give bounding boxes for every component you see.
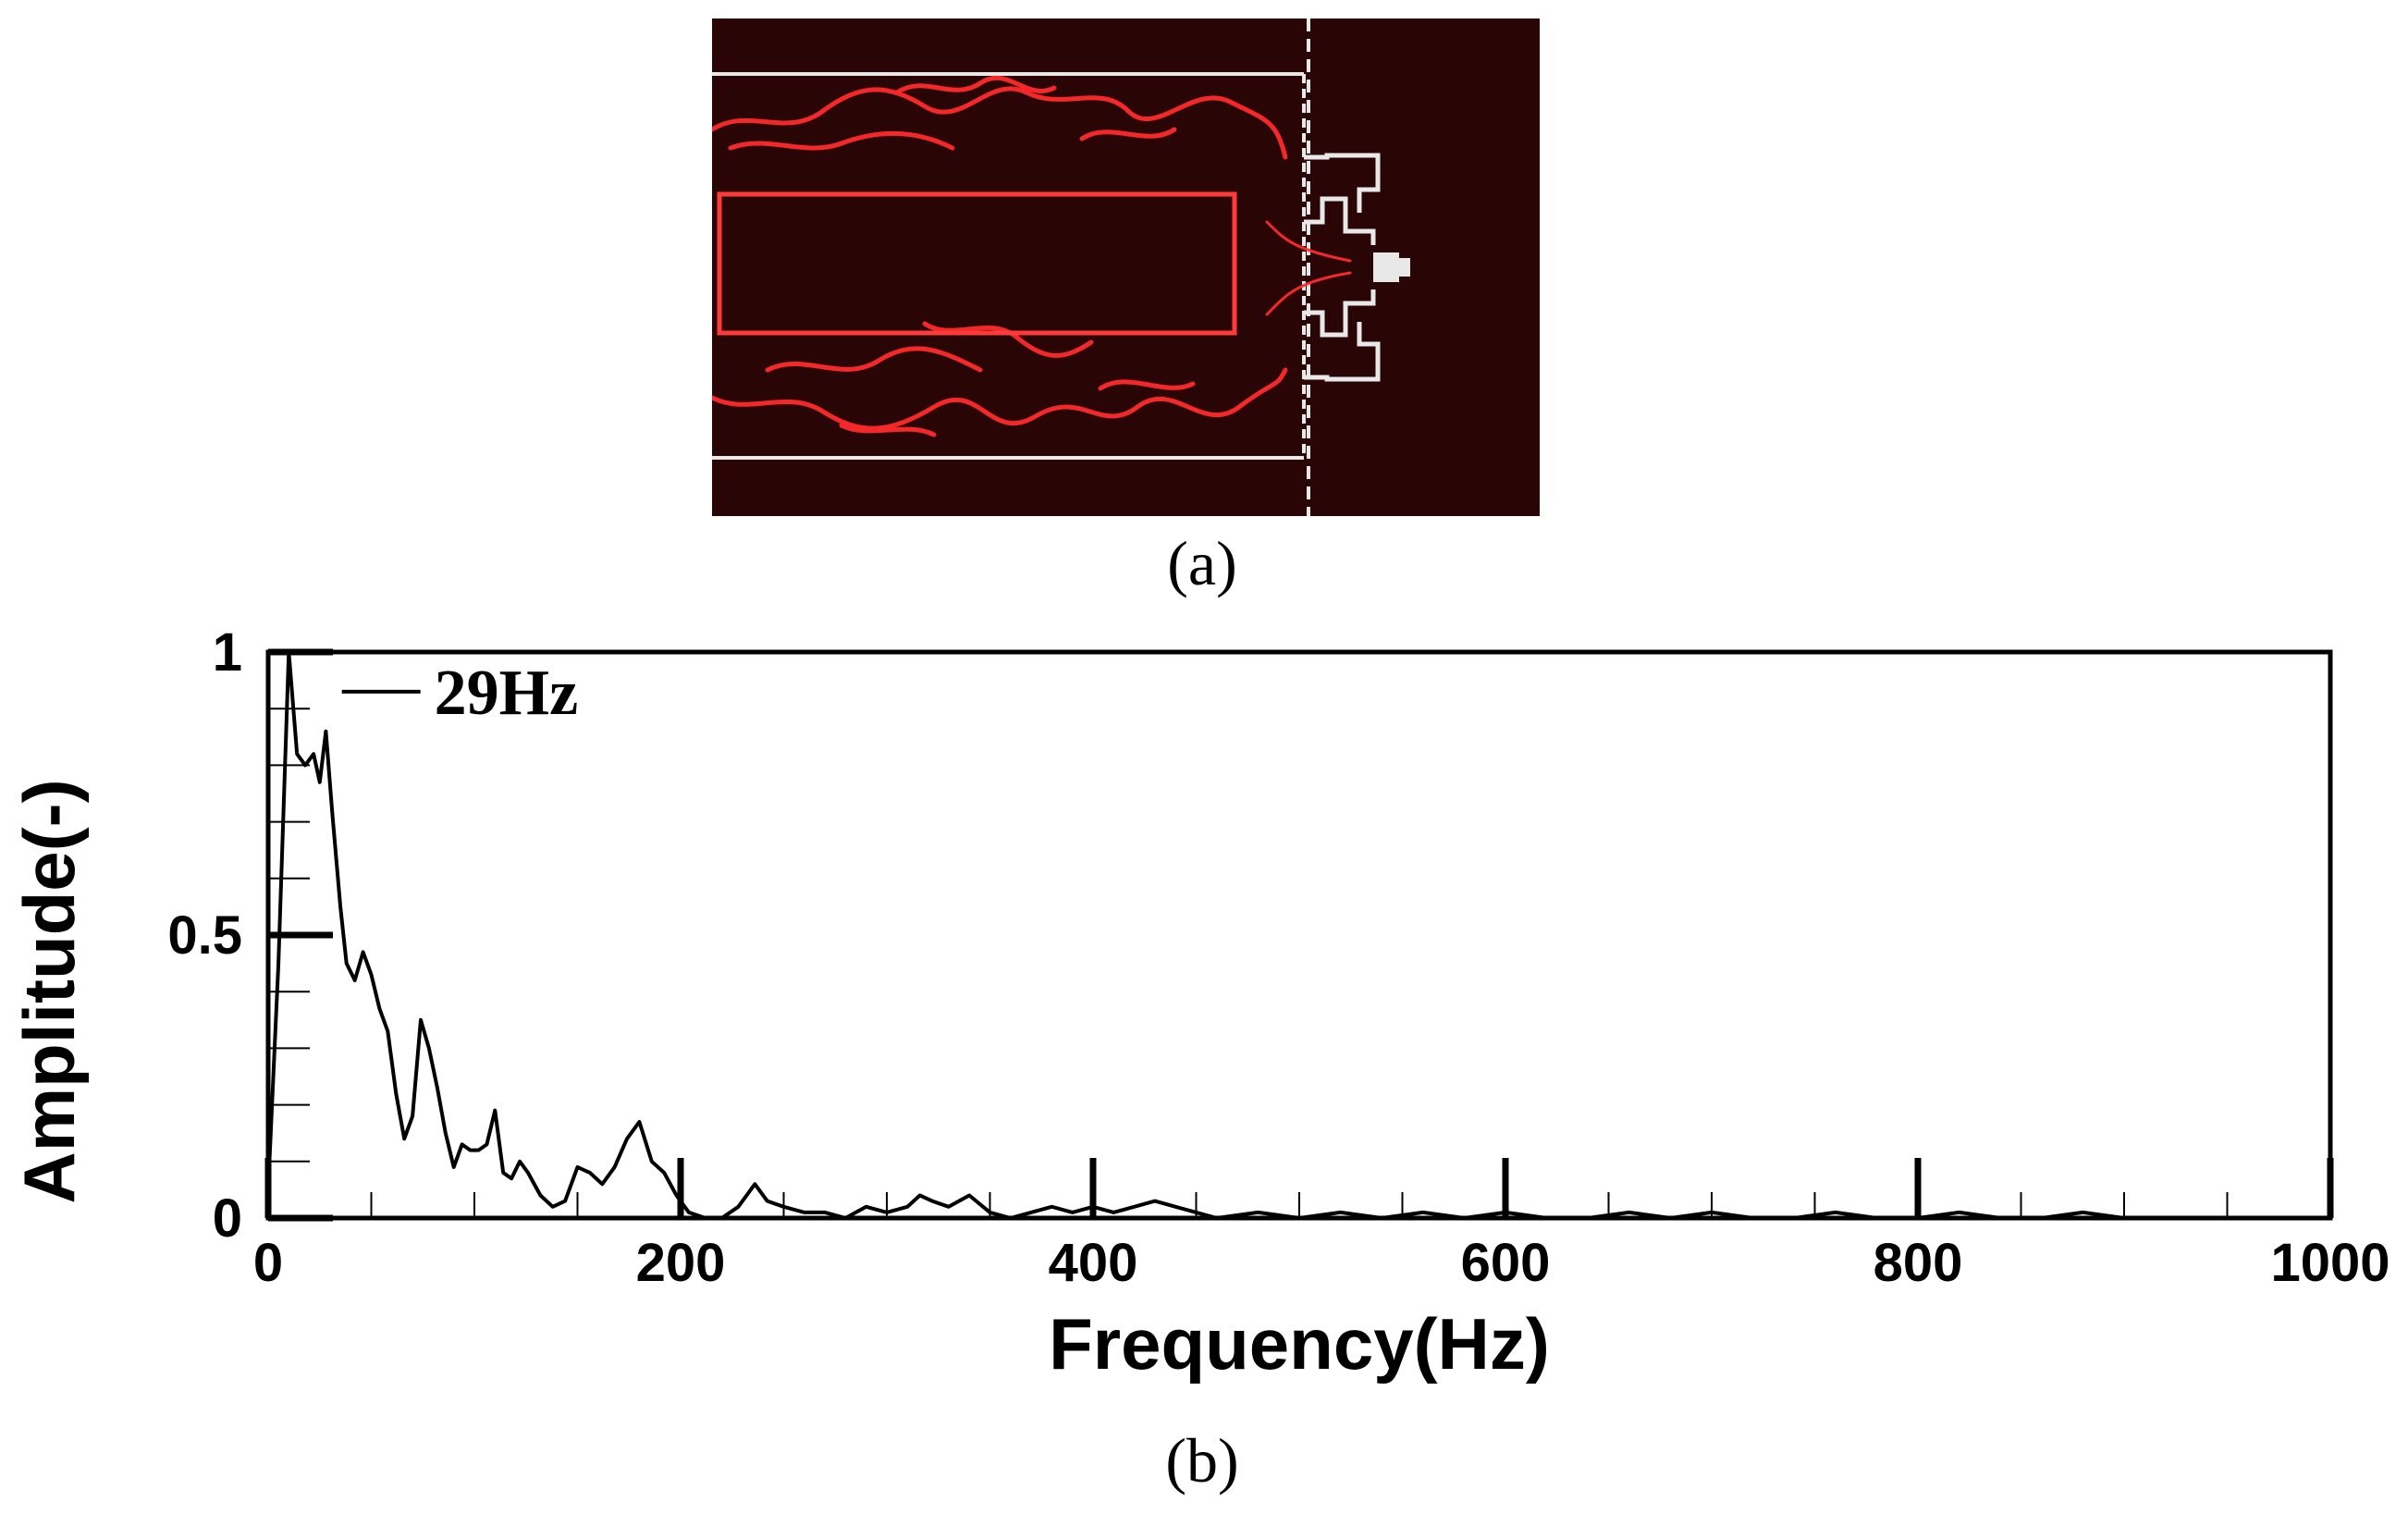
x-tick-label: 200 — [636, 1233, 726, 1293]
flame-image-background — [712, 18, 1540, 516]
y-tick-label: 1 — [213, 622, 242, 683]
combustor-wall-outline — [712, 18, 1310, 516]
x-axis-title: Frequency(Hz) — [1049, 1303, 1550, 1385]
flame-image — [712, 18, 1540, 516]
x-tick-label: 0 — [253, 1233, 283, 1293]
amplitude-spectrum-chart: Amplitude(-) Frequency(Hz) 0 200 400 600 800… — [8, 622, 2390, 1385]
y-tick-label: 0 — [213, 1188, 242, 1249]
panel-b-label: (b) — [1165, 1425, 1239, 1496]
x-tick-label: 1000 — [2270, 1233, 2390, 1293]
region-of-interest-box — [717, 191, 1237, 336]
panel-a-label: (a) — [1167, 528, 1237, 598]
peak-annotation: 29Hz — [435, 658, 579, 729]
swirler-outline — [1304, 153, 1410, 382]
flame-front — [712, 75, 1352, 437]
y-tick-label: 0.5 — [167, 905, 242, 966]
y-axis-title: Amplitude(-) — [8, 779, 90, 1203]
x-tick-label: 600 — [1461, 1233, 1551, 1293]
x-tick-label: 400 — [1049, 1233, 1138, 1293]
spectrum-line — [266, 650, 2330, 1220]
plot-frame — [265, 649, 2333, 1221]
x-tick-label: 800 — [1874, 1233, 1963, 1293]
plot-area: 0 200 400 600 800 1000 0 0.5 1 29Hz — [167, 622, 2390, 1293]
